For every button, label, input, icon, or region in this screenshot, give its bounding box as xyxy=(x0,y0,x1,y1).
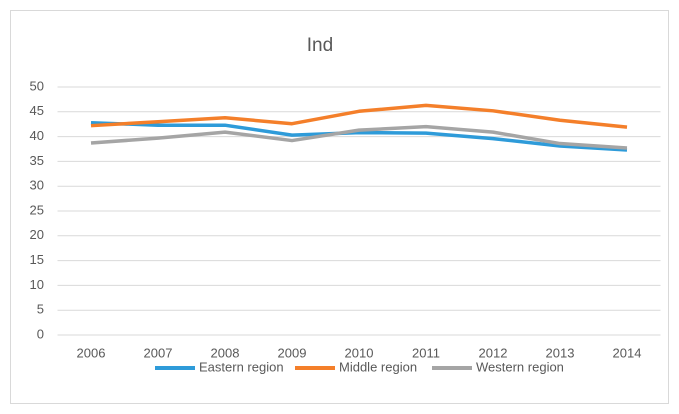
y-tick-label: 50 xyxy=(30,78,44,93)
series-line xyxy=(90,120,628,152)
x-tick-label: 2012 xyxy=(479,345,508,360)
x-tick-label: 2011 xyxy=(412,345,440,360)
y-tick-label: 45 xyxy=(30,103,44,118)
x-tick-label: 2007 xyxy=(144,345,173,360)
x-tick-label: 2006 xyxy=(77,345,106,360)
y-tick-label: 25 xyxy=(30,202,44,217)
y-tick-label: 35 xyxy=(30,153,44,168)
y-tick-label: 0 xyxy=(37,326,44,341)
x-tick-label: 2014 xyxy=(613,345,642,360)
chart-title: Ind xyxy=(307,35,333,56)
y-tick-label: 5 xyxy=(37,302,44,317)
y-tick-label: 40 xyxy=(30,128,44,143)
chart-frame xyxy=(10,10,669,404)
legend-label: Eastern region xyxy=(199,359,284,374)
y-tick-label: 10 xyxy=(30,277,44,292)
x-tick-label: 2010 xyxy=(345,345,374,360)
y-tick-label: 30 xyxy=(30,178,44,193)
y-tick-label: 15 xyxy=(30,252,44,267)
legend-label: Middle region xyxy=(339,359,417,374)
y-tick-label: 20 xyxy=(30,227,44,242)
x-tick-label: 2009 xyxy=(278,345,307,360)
x-tick-label: 2013 xyxy=(546,345,575,360)
series-line xyxy=(90,103,628,129)
x-tick-label: 2008 xyxy=(211,345,240,360)
legend-label: Western region xyxy=(476,359,564,374)
series-line xyxy=(90,124,628,150)
